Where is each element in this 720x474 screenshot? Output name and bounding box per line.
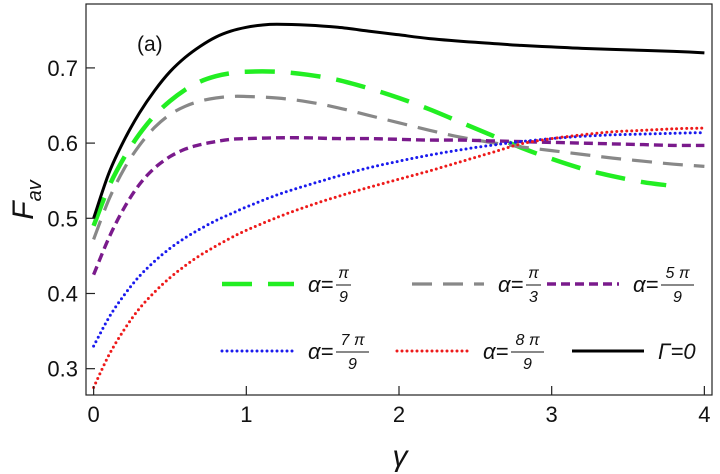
y-tick-label: 0.7 xyxy=(47,56,78,81)
legend-label-denominator: 9 xyxy=(348,356,357,373)
legend-entry-alpha-8pi-9: α= 8 π 9 xyxy=(395,332,544,373)
legend-label-denominator: 9 xyxy=(523,356,532,373)
x-axis-ticks: 0 1 2 3 4 xyxy=(88,386,710,427)
legend-label-numerator: π xyxy=(338,265,349,282)
legend-label-prefix: α= xyxy=(633,272,659,297)
legend-label-numerator: 5 π xyxy=(665,265,689,282)
legend-entry-alpha-5pi-9: α= 5 π 9 xyxy=(547,265,694,306)
x-tick-label: 0 xyxy=(88,402,100,427)
legend-label-denominator: 3 xyxy=(529,289,538,306)
y-axis-ticks: 0.3 0.4 0.5 0.6 0.7 xyxy=(47,56,95,382)
legend-label: Γ=0 xyxy=(658,339,696,364)
legend: α= π9α= π3α= 5 π9α= 7 π9α= 8 π9Γ=0 xyxy=(220,265,696,373)
y-axis-label-main: F xyxy=(7,200,40,220)
y-tick-label: 0.5 xyxy=(47,206,78,231)
series-line-alpha-pi-3 xyxy=(92,94,705,240)
legend-entry-gamma-0: Γ=0 xyxy=(572,339,696,364)
y-tick-label: 0.4 xyxy=(47,281,78,306)
legend-entry-alpha-7pi-9: α= 7 π 9 xyxy=(220,332,369,373)
y-axis-label-sub: av xyxy=(24,179,46,201)
series-line-alpha-pi-9 xyxy=(91,69,667,227)
series-line-gamma-0 xyxy=(92,22,705,219)
series-line-alpha-5pi-9 xyxy=(92,136,705,276)
x-axis-label: γ xyxy=(393,440,410,473)
y-tick-label: 0.3 xyxy=(47,357,78,382)
legend-label-prefix: α= xyxy=(498,272,524,297)
x-tick-label: 3 xyxy=(546,402,558,427)
legend-label-prefix: α= xyxy=(308,339,334,364)
y-tick-label: 0.6 xyxy=(47,131,78,156)
legend-label-numerator: 8 π xyxy=(515,332,539,349)
x-tick-label: 1 xyxy=(240,402,252,427)
y-axis-label: Fav xyxy=(7,179,46,219)
legend-label-denominator: 9 xyxy=(673,289,682,306)
x-tick-label: 4 xyxy=(698,402,710,427)
series-line-alpha-7pi-9 xyxy=(92,131,706,348)
legend-label-prefix: α= xyxy=(483,339,509,364)
x-tick-label: 2 xyxy=(393,402,405,427)
curves-layer xyxy=(91,22,706,389)
legend-entry-alpha-pi-3: α= π 3 xyxy=(412,265,541,306)
legend-label-numerator: 7 π xyxy=(340,332,364,349)
series-line-alpha-8pi-9 xyxy=(92,126,706,389)
legend-label-numerator: π xyxy=(528,265,539,282)
legend-label-prefix: α= xyxy=(308,272,334,297)
panel-label: (a) xyxy=(137,33,163,56)
legend-label-denominator: 9 xyxy=(339,289,348,306)
legend-entry-alpha-pi-9: α= π 9 xyxy=(222,265,351,306)
